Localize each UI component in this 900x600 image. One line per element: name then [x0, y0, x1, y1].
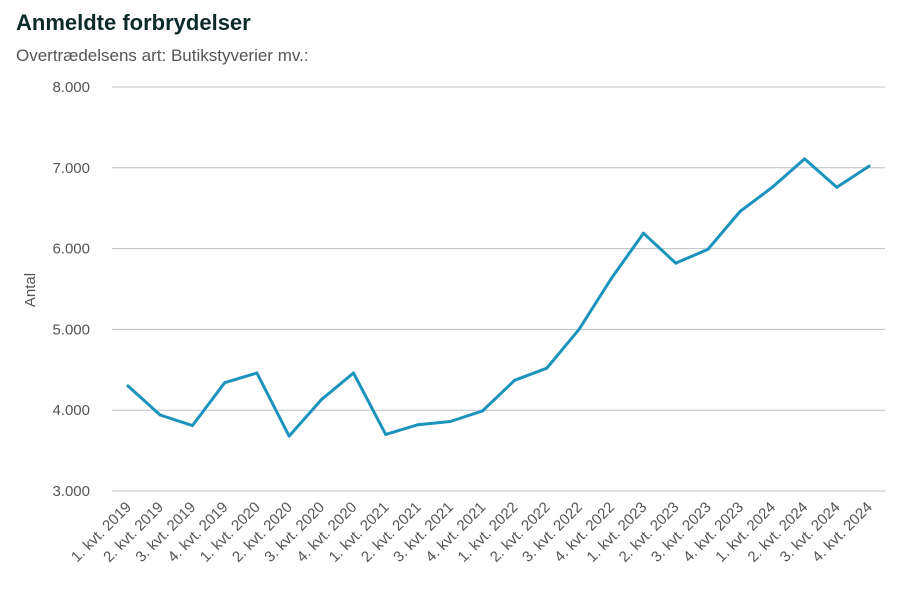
data-point	[609, 276, 613, 280]
data-point	[126, 384, 130, 388]
series-layer	[126, 157, 871, 438]
data-point	[545, 366, 549, 370]
data-point	[674, 261, 678, 265]
y-axis-ticks: 3.000 4.000 5.000 6.000 7.000 8.000	[52, 79, 90, 500]
chart-title: Anmeldte forbrydelser	[16, 10, 251, 35]
data-point	[319, 398, 323, 402]
data-point	[641, 231, 645, 235]
data-point	[384, 432, 388, 436]
data-point	[480, 409, 484, 413]
chart-subtitle: Overtrædelsens art: Butikstyverier mv.:	[16, 46, 309, 65]
y-tick-label: 6.000	[52, 241, 90, 258]
gridlines	[112, 86, 885, 492]
y-tick-label: 5.000	[52, 321, 90, 338]
data-point	[352, 371, 356, 375]
data-point	[738, 209, 742, 213]
data-point	[190, 424, 194, 428]
data-point	[577, 327, 581, 331]
data-point	[770, 185, 774, 189]
data-point	[867, 164, 871, 168]
data-point	[416, 423, 420, 427]
y-tick-label: 3.000	[52, 483, 90, 500]
data-point	[513, 378, 517, 382]
data-point	[835, 185, 839, 189]
y-tick-label: 8.000	[52, 79, 90, 96]
data-point	[803, 157, 807, 161]
series-line	[126, 157, 871, 438]
data-point	[448, 420, 452, 424]
data-point	[223, 381, 227, 385]
y-tick-label: 7.000	[52, 160, 90, 177]
data-point	[158, 413, 162, 417]
y-tick-label: 4.000	[52, 402, 90, 419]
data-point	[255, 371, 259, 375]
data-point	[706, 247, 710, 251]
data-point	[287, 434, 291, 438]
y-axis-label: Antal	[22, 273, 39, 307]
